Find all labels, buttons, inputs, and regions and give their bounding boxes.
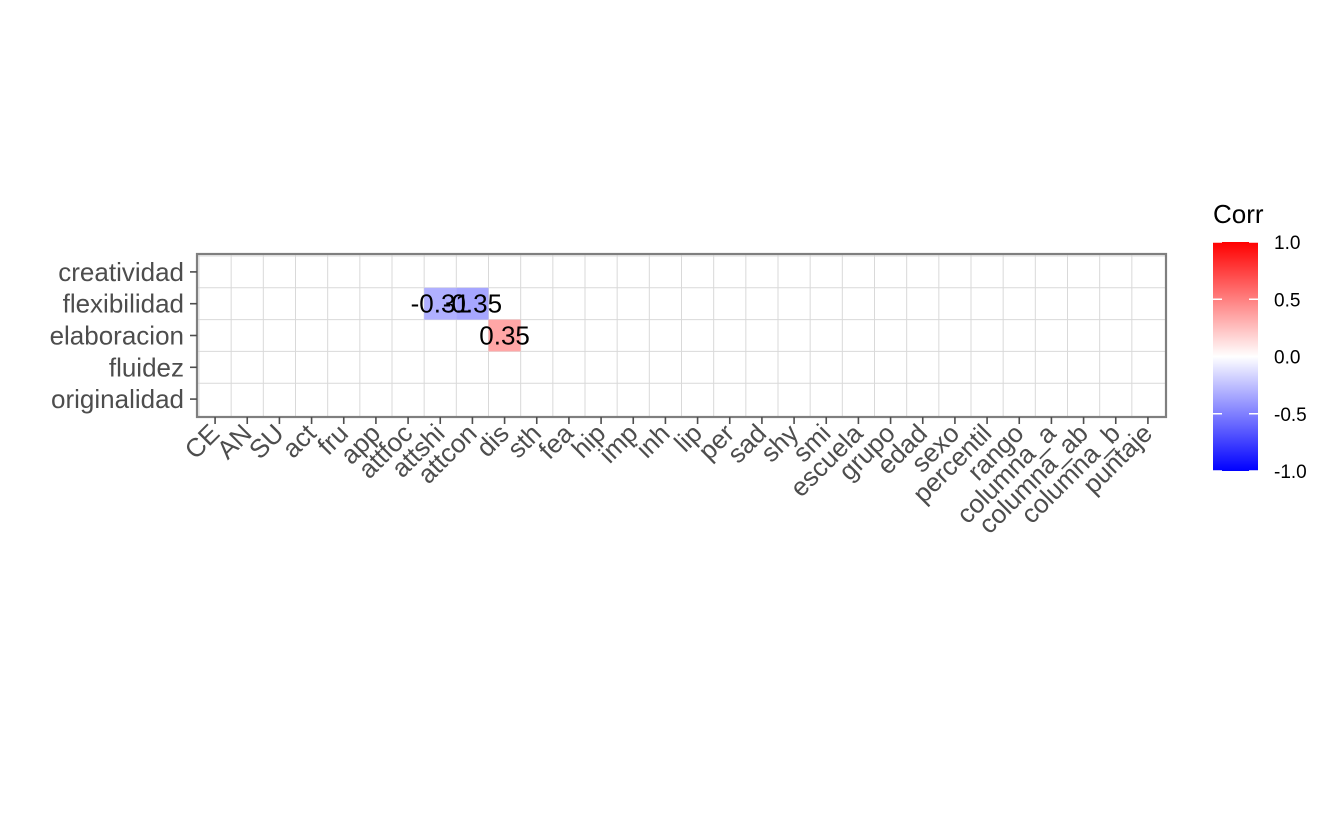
heatmap-cell bbox=[424, 287, 457, 320]
heatmap-cell bbox=[456, 287, 489, 320]
y-axis: creatividadflexibilidadelaboracionfluide… bbox=[50, 257, 197, 414]
legend-tick-label: -1.0 bbox=[1274, 462, 1307, 483]
legend-tick-label: 0.0 bbox=[1274, 348, 1300, 369]
cell-labels: -0.31-0.350.35 bbox=[411, 289, 530, 351]
legend: Corr 1.0 0.5 0.0 -0.5 -1.0 bbox=[1213, 199, 1307, 483]
x-axis: CEANSUactfruappattfocattshiattcondissthf… bbox=[179, 417, 1158, 539]
y-tick-label: fluidez bbox=[109, 352, 184, 382]
cell-value-label: 0.35 bbox=[479, 321, 530, 351]
y-tick-label: elaboracion bbox=[50, 321, 184, 351]
x-tick-label: inh bbox=[630, 418, 676, 464]
gridlines bbox=[197, 254, 1166, 417]
y-tick-label: creatividad bbox=[58, 257, 184, 287]
heatmap-cells bbox=[424, 287, 521, 352]
cell-value-label: -0.35 bbox=[443, 289, 502, 319]
legend-tick-label: -0.5 bbox=[1274, 405, 1307, 426]
y-tick-label: flexibilidad bbox=[63, 289, 184, 319]
heatmap-cell bbox=[488, 319, 521, 352]
y-tick-label: originalidad bbox=[51, 384, 184, 414]
legend-title: Corr bbox=[1213, 199, 1264, 229]
legend-tick-label: 0.5 bbox=[1274, 290, 1300, 311]
cell-value-label: -0.31 bbox=[411, 289, 470, 319]
legend-tick-label: 1.0 bbox=[1274, 233, 1300, 254]
